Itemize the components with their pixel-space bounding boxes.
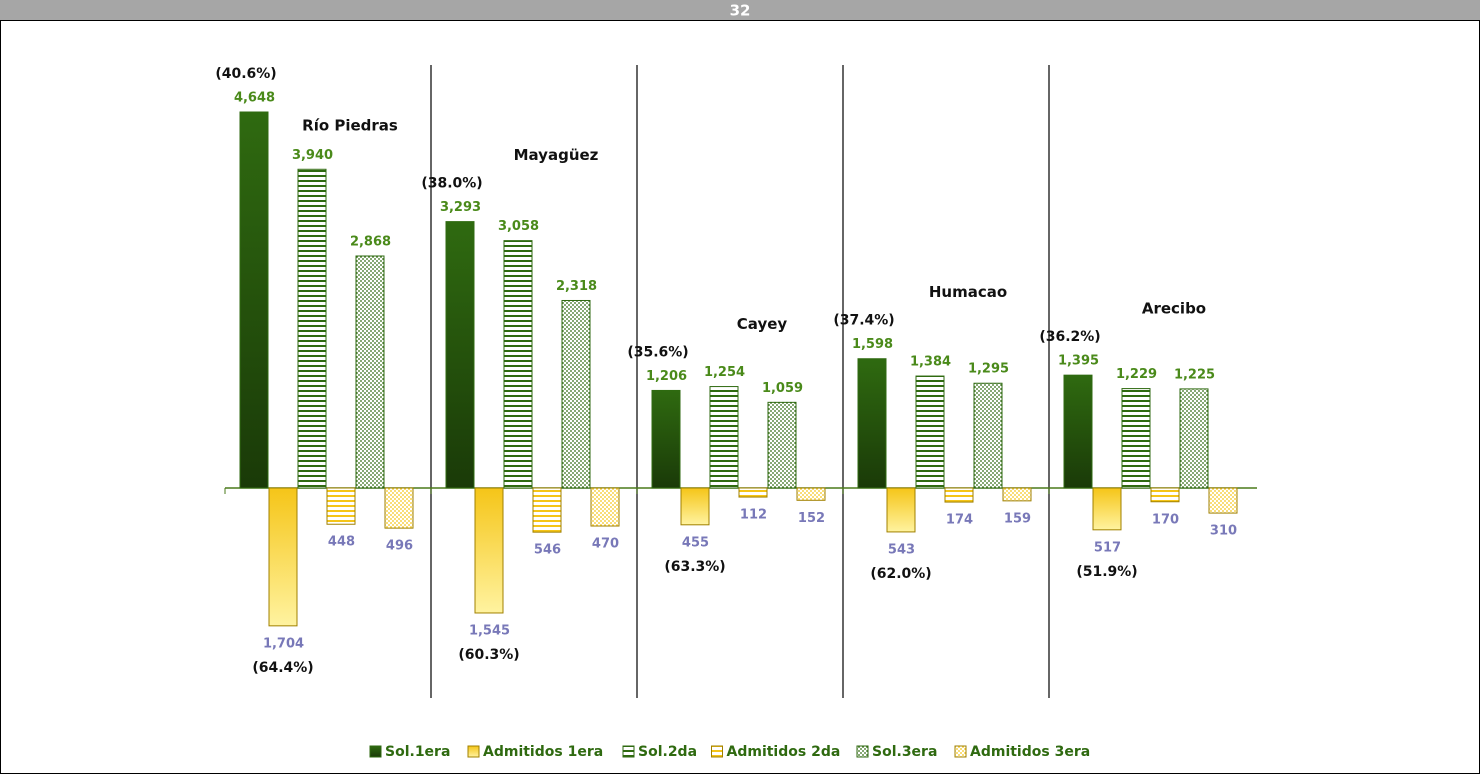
category-label: Río Piedras bbox=[302, 117, 398, 135]
rate-annotation: (62.0%) bbox=[870, 566, 931, 582]
value-label: 1,384 bbox=[910, 355, 951, 370]
bar bbox=[680, 487, 710, 526]
value-label: 2,318 bbox=[556, 279, 597, 294]
bar bbox=[474, 487, 504, 614]
header-bar bbox=[0, 0, 1480, 20]
value-label: 3,940 bbox=[292, 148, 333, 163]
rate-annotation: (35.6%) bbox=[627, 344, 688, 360]
chart: 4,648 1,704 3,940 448 2,868 496 (40.6%) (64.4%)… bbox=[215, 65, 1257, 760]
value-label: 1,206 bbox=[646, 369, 687, 384]
bar bbox=[297, 168, 327, 489]
bar bbox=[355, 255, 385, 489]
bar bbox=[532, 487, 562, 533]
rate-annotation: (37.4%) bbox=[833, 313, 894, 329]
category-label: Cayey bbox=[737, 315, 788, 333]
legend-swatch bbox=[369, 745, 382, 758]
bar bbox=[1002, 487, 1032, 502]
bar bbox=[944, 487, 974, 503]
rate-annotation: (40.6%) bbox=[215, 66, 276, 82]
category-label: Humacao bbox=[929, 283, 1007, 301]
bar bbox=[239, 111, 269, 489]
category-label: Mayagüez bbox=[514, 146, 599, 164]
rate-annotation: (38.0%) bbox=[421, 176, 482, 192]
legend-label: Sol.1era bbox=[385, 744, 450, 760]
bar bbox=[503, 240, 533, 489]
value-label: 310 bbox=[1210, 524, 1237, 539]
value-label: 496 bbox=[386, 539, 413, 554]
legend-swatch bbox=[622, 745, 635, 758]
value-label: 455 bbox=[682, 535, 709, 550]
value-label: 1,225 bbox=[1174, 367, 1215, 382]
value-label: 1,704 bbox=[263, 636, 304, 651]
header-title: 32 bbox=[730, 2, 751, 20]
bar bbox=[1208, 487, 1238, 514]
bar bbox=[1092, 487, 1122, 531]
value-label: 159 bbox=[1004, 511, 1031, 526]
bar bbox=[738, 487, 768, 498]
value-label: 112 bbox=[740, 508, 767, 523]
value-label: 1,254 bbox=[704, 365, 745, 380]
value-label: 1,598 bbox=[852, 337, 893, 352]
value-label: 543 bbox=[888, 542, 915, 557]
legend-swatch bbox=[467, 745, 480, 758]
bar bbox=[1150, 487, 1180, 503]
value-label: 470 bbox=[592, 537, 619, 552]
value-label: 3,293 bbox=[440, 200, 481, 215]
rate-annotation: (64.4%) bbox=[252, 660, 313, 676]
bar bbox=[1063, 374, 1093, 489]
value-label: 174 bbox=[946, 513, 973, 528]
value-label: 152 bbox=[798, 511, 825, 526]
legend-swatch bbox=[711, 745, 723, 758]
legend-label: Sol.2da bbox=[638, 744, 697, 760]
rate-annotation: (60.3%) bbox=[458, 647, 519, 663]
value-label: 517 bbox=[1094, 540, 1121, 555]
bar bbox=[796, 487, 826, 501]
bar bbox=[326, 487, 356, 525]
bar bbox=[973, 382, 1003, 489]
value-label: 2,868 bbox=[350, 234, 391, 249]
value-label: 448 bbox=[328, 535, 355, 550]
bar bbox=[767, 401, 797, 489]
value-label: 1,229 bbox=[1116, 367, 1157, 382]
bar bbox=[561, 299, 591, 489]
value-label: 170 bbox=[1152, 512, 1179, 527]
value-label: 1,545 bbox=[469, 623, 510, 638]
value-label: 1,059 bbox=[762, 381, 803, 396]
value-label: 1,295 bbox=[968, 362, 1009, 377]
bar bbox=[590, 487, 620, 527]
legend-label: Admitidos 1era bbox=[483, 744, 603, 760]
value-label: 546 bbox=[534, 543, 561, 558]
bar bbox=[1121, 388, 1151, 489]
bar bbox=[445, 221, 475, 489]
legend-label: Admitidos 3era bbox=[970, 744, 1090, 760]
rate-annotation: (63.3%) bbox=[664, 559, 725, 575]
value-label: 1,395 bbox=[1058, 354, 1099, 369]
frame bbox=[0, 20, 1480, 774]
value-label: 4,648 bbox=[234, 91, 275, 106]
bar bbox=[1179, 388, 1209, 489]
value-label: 3,058 bbox=[498, 219, 539, 234]
rate-annotation: (36.2%) bbox=[1039, 329, 1100, 345]
category-label: Arecibo bbox=[1142, 300, 1206, 318]
rate-annotation: (51.9%) bbox=[1076, 564, 1137, 580]
legend-label: Admitidos 2da bbox=[727, 744, 841, 760]
bar bbox=[709, 386, 739, 489]
bar bbox=[384, 487, 414, 529]
legend-swatch bbox=[954, 745, 967, 758]
bar bbox=[268, 487, 298, 627]
legend-swatch bbox=[856, 745, 869, 758]
bar bbox=[651, 389, 681, 489]
bar bbox=[886, 487, 916, 533]
bar bbox=[915, 375, 945, 489]
legend-label: Sol.3era bbox=[872, 744, 937, 760]
bar bbox=[857, 358, 887, 489]
